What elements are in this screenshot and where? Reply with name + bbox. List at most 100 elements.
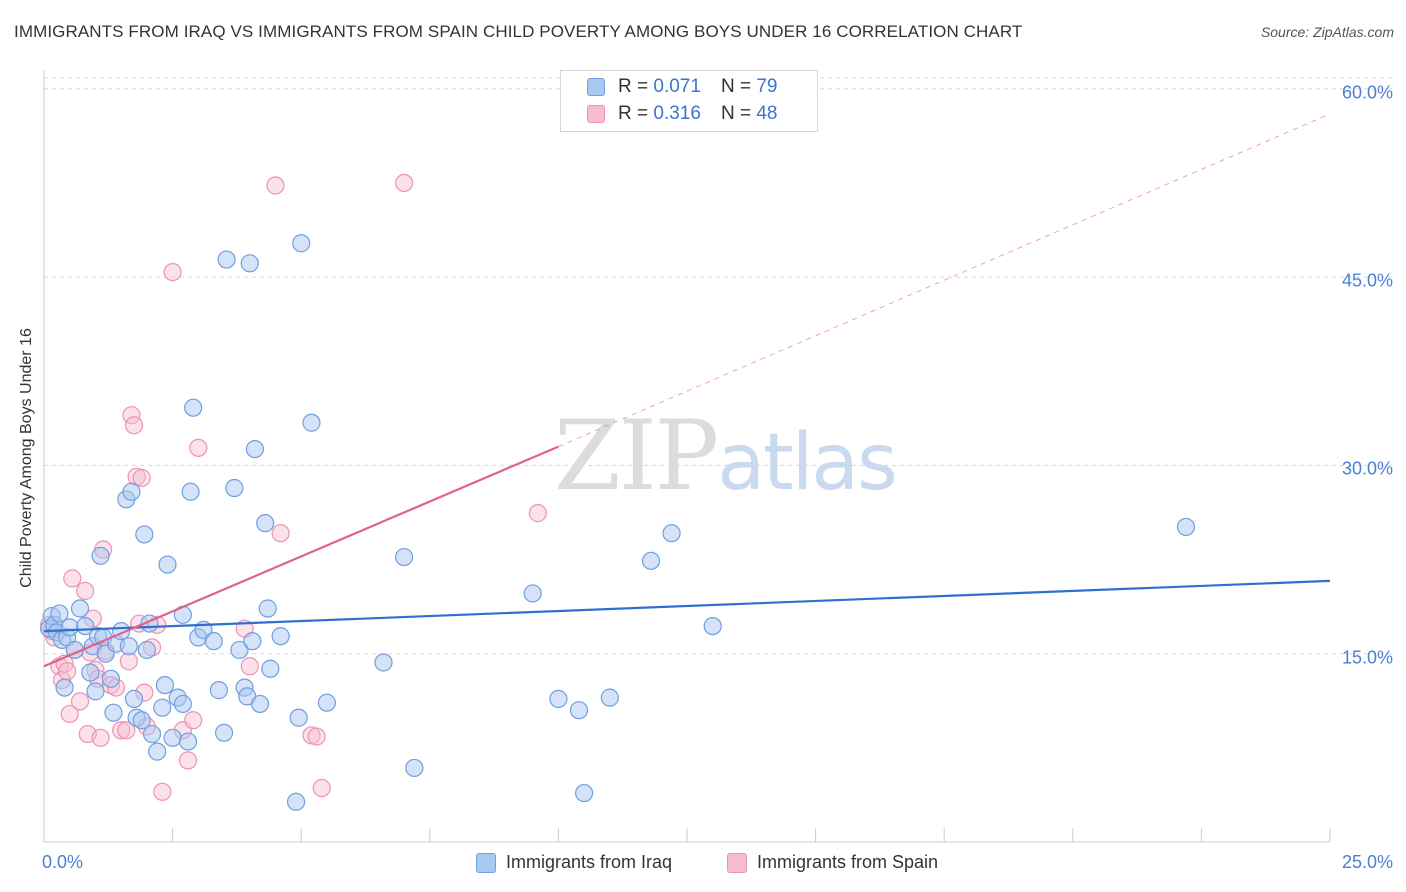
trendline-iraq	[43, 579, 1331, 633]
point-iraq	[155, 675, 174, 695]
point-iraq	[173, 694, 192, 714]
point-iraq	[374, 653, 393, 672]
point-spain	[528, 504, 547, 523]
point-iraq	[209, 681, 228, 700]
points-iraq	[40, 234, 1196, 811]
y-tick-label-15: 15.0%	[1341, 647, 1393, 668]
legend-r-label-spain: R =	[618, 103, 649, 124]
point-iraq	[230, 640, 249, 660]
point-spain	[163, 263, 182, 282]
point-iraq	[662, 524, 681, 543]
legend-r-label-iraq: R =	[618, 76, 649, 97]
point-iraq	[600, 688, 619, 707]
legend-bottom-swatch-spain	[727, 852, 747, 873]
point-iraq	[225, 478, 244, 498]
point-iraq	[101, 669, 120, 688]
correlation-legend: R = 0.071 N = 79 R = 0.316 N = 48	[560, 70, 818, 132]
trendline-spain-extension	[558, 113, 1331, 448]
point-iraq	[703, 616, 722, 636]
x-tick-max: 25.0%	[1341, 852, 1393, 872]
legend-bottom-label-spain: Immigrants from Spain	[757, 852, 939, 872]
point-spain	[394, 173, 414, 193]
point-iraq	[91, 546, 110, 565]
point-spain	[112, 721, 131, 740]
legend-n-value-iraq: 79	[756, 76, 778, 97]
point-iraq	[317, 693, 337, 712]
point-iraq	[256, 514, 275, 533]
point-iraq	[50, 604, 69, 623]
point-spain	[60, 704, 79, 724]
watermark-zip: ZIP	[554, 400, 719, 512]
axes	[43, 70, 1331, 843]
point-iraq	[163, 728, 182, 747]
point-iraq	[181, 482, 200, 501]
point-iraq	[292, 234, 311, 253]
point-spain	[124, 416, 144, 435]
trendline-spain	[43, 445, 559, 668]
point-iraq	[240, 254, 259, 273]
legend-row-spain: R = 0.316 N = 48	[587, 102, 777, 126]
point-iraq	[158, 555, 177, 574]
x-tick-min: 0.0%	[42, 852, 84, 872]
point-iraq	[122, 482, 141, 501]
legend-item-spain[interactable]: Immigrants from Spain	[727, 852, 938, 873]
point-iraq	[569, 701, 589, 720]
point-iraq	[261, 659, 280, 678]
watermark-atlas: atlas	[717, 418, 897, 508]
point-iraq	[523, 584, 542, 603]
point-iraq	[70, 599, 90, 618]
point-spain	[153, 782, 172, 801]
watermark: ZIPatlas	[554, 400, 898, 512]
legend-r-value-iraq: 0.071	[653, 76, 701, 97]
point-iraq	[55, 678, 74, 697]
trend-lines	[43, 445, 1331, 668]
point-iraq	[142, 724, 162, 744]
point-spain	[117, 721, 136, 740]
point-iraq	[394, 547, 414, 567]
point-iraq	[178, 732, 198, 751]
point-iraq	[124, 689, 144, 708]
legend-n-label-spain: N =	[720, 103, 752, 124]
point-iraq	[258, 599, 277, 618]
source-label: Source: ZipAtlas.com	[1260, 24, 1394, 40]
point-iraq	[60, 618, 79, 637]
point-iraq	[243, 632, 262, 651]
grid-lines	[44, 77, 1394, 655]
point-iraq	[104, 703, 123, 722]
point-spain	[76, 581, 95, 601]
point-spain	[312, 778, 331, 798]
point-spain	[189, 438, 208, 457]
point-iraq	[245, 439, 265, 459]
point-spain	[307, 727, 326, 746]
point-iraq	[81, 663, 100, 682]
legend-bottom-swatch-iraq	[476, 852, 496, 873]
point-spain	[70, 692, 90, 711]
chart-title: IMMIGRANTS FROM IRAQ VS IMMIGRANTS FROM …	[14, 22, 1023, 41]
point-iraq	[119, 637, 138, 656]
legend-swatch-iraq	[587, 78, 605, 96]
legend-r-value-spain: 0.316	[653, 103, 701, 124]
point-iraq	[405, 758, 424, 778]
y-axis-label: Child Poverty Among Boys Under 16	[18, 328, 35, 588]
point-iraq	[217, 250, 236, 269]
point-iraq	[204, 632, 223, 651]
legend-n-label-iraq: N =	[720, 76, 752, 97]
point-iraq	[184, 398, 203, 417]
y-tick-label-45: 45.0%	[1341, 270, 1393, 291]
y-tick-label-30: 30.0%	[1341, 458, 1393, 479]
point-spain	[63, 569, 82, 588]
legend-item-iraq[interactable]: Immigrants from Iraq	[476, 852, 672, 873]
y-tick-label-60: 60.0%	[1341, 82, 1393, 103]
point-iraq	[86, 682, 105, 701]
point-iraq	[137, 640, 156, 660]
point-spain	[132, 468, 151, 488]
point-iraq	[135, 525, 154, 544]
point-iraq	[1176, 517, 1196, 537]
point-spain	[58, 662, 77, 681]
point-iraq	[641, 551, 661, 570]
point-iraq	[302, 413, 321, 432]
trend-extension	[558, 113, 1331, 448]
point-iraq	[148, 742, 167, 761]
point-spain	[119, 652, 138, 671]
point-spain	[184, 711, 203, 730]
